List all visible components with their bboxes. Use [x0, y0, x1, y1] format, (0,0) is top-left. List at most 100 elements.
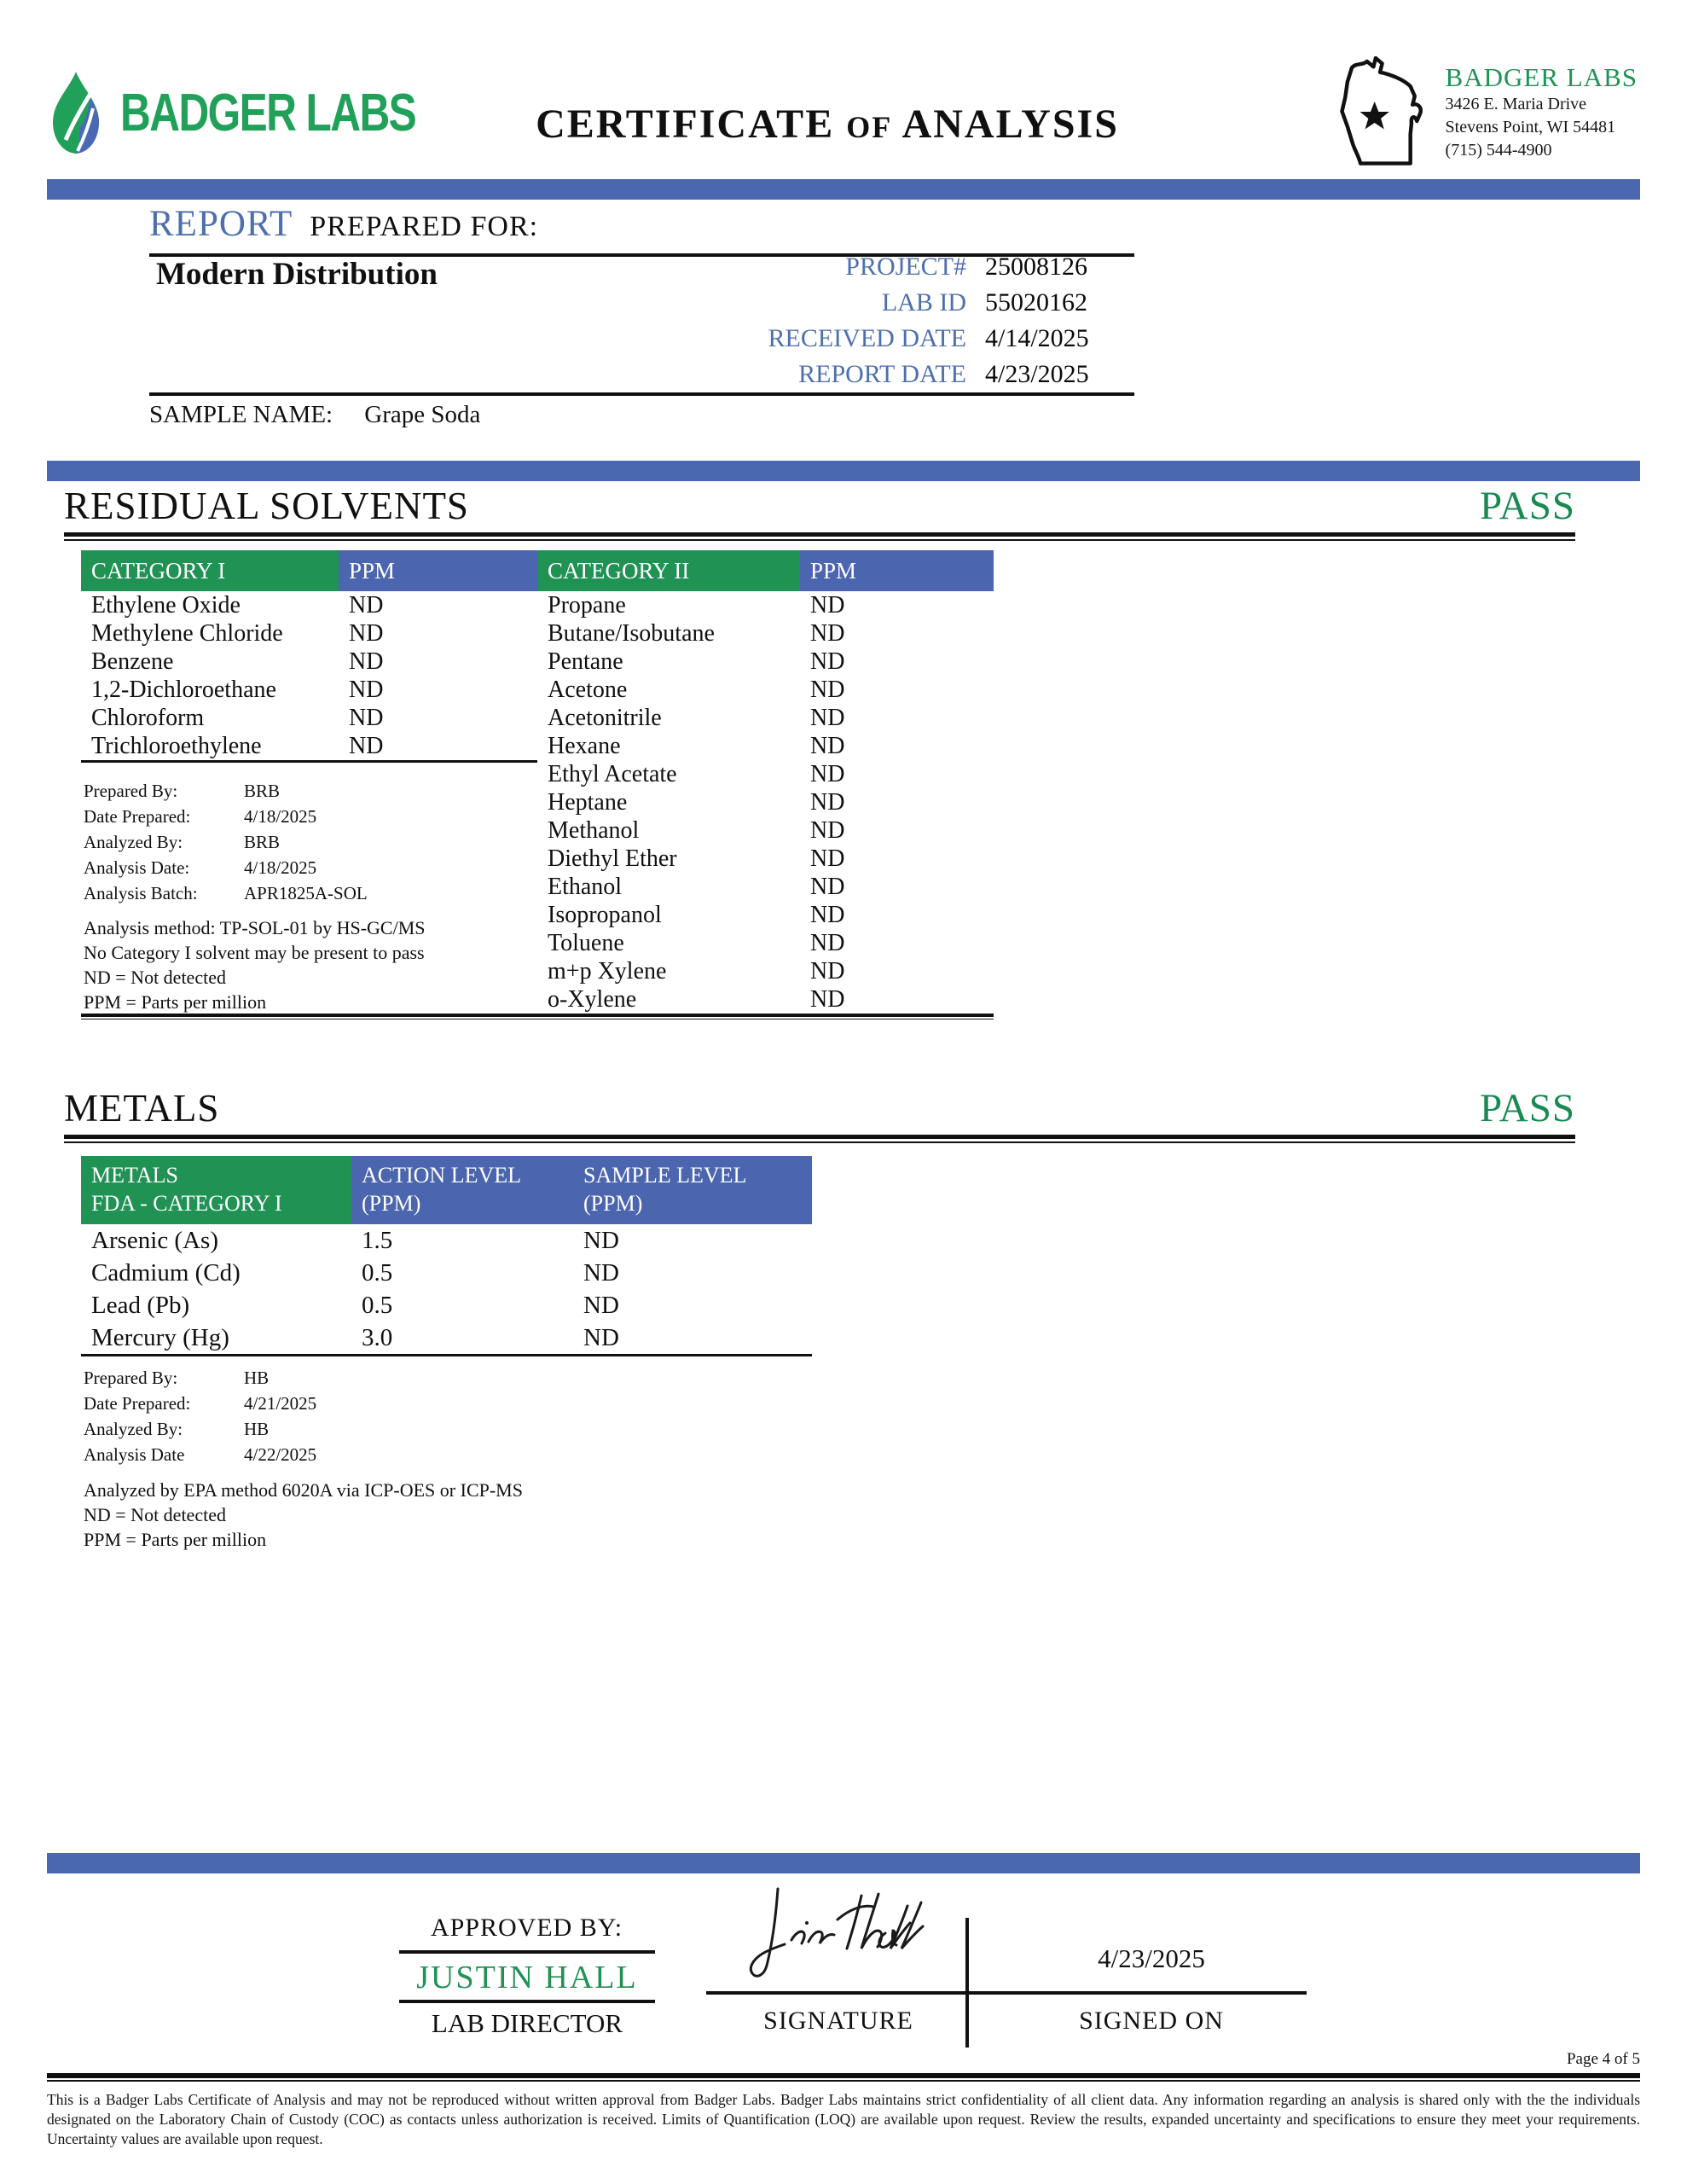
field-label: REPORT DATE [798, 360, 966, 388]
metal-sample-level: ND [583, 1324, 619, 1351]
solvent-ppm: ND [810, 677, 845, 703]
solvent-name: o-Xylene [548, 986, 637, 1013]
table-row: Ethylene Oxide ND [81, 591, 537, 619]
table-row: Acetonitrile ND [537, 704, 994, 732]
metal-action-level: 1.5 [362, 1227, 393, 1254]
column-header-line: (PPM) [583, 1191, 643, 1216]
column-header-ppm2: PPM [800, 550, 994, 591]
metal-sample-level: ND [583, 1227, 619, 1254]
solvent-name: Diethyl Ether [548, 845, 677, 872]
solvent-name: Trichloroethylene [91, 733, 262, 759]
prepared-label: Analyzed By: [84, 832, 183, 852]
prepared-line: Date Prepared: 4/18/2025 [84, 804, 368, 829]
prepared-value: BRB [244, 781, 281, 801]
solvents-table: CATEGORY I PPM CATEGORY II PPM Ethylene … [81, 550, 994, 1014]
page-number: Page 4 of 5 [1566, 2050, 1640, 2068]
prepared-label: Analysis Date [84, 1444, 185, 1465]
note-line: ND = Not detected [84, 967, 226, 988]
prepared-label: Analyzed By: [84, 1419, 183, 1439]
column-header-line: SAMPLE LEVEL [583, 1163, 747, 1188]
solvent-name: Ethyl Acetate [548, 761, 677, 787]
solvent-name: 1,2-Dichloroethane [91, 677, 276, 703]
prepared-value: APR1825A-SOL [244, 883, 368, 903]
solvent-ppm: ND [349, 677, 384, 703]
solvent-name: Ethylene Oxide [91, 592, 241, 619]
column-header-ppm1: PPM [339, 550, 537, 591]
field-row-labid: LAB ID 55020162 [631, 285, 1151, 321]
table-row: o-Xylene ND [537, 985, 994, 1014]
field-value: 55020162 [985, 288, 1087, 317]
page-title: CERTIFICATE OF ANALYSIS [478, 101, 1177, 148]
prepared-value: 4/18/2025 [244, 806, 317, 827]
solvent-ppm: ND [810, 845, 845, 872]
metals-table-header: METALS FDA - CATEGORY I ACTION LEVEL (PP… [81, 1156, 812, 1224]
prepared-value: HB [244, 1368, 270, 1388]
solvent-ppm: ND [810, 874, 845, 900]
table-row: Mercury (Hg) 3.0 ND [81, 1321, 812, 1354]
metals-rows: Arsenic (As) 1.5 ND Cadmium (Cd) 0.5 ND Lead… [81, 1224, 812, 1356]
column-header-line: METALS [91, 1163, 178, 1188]
table-row: Diethyl Ether ND [537, 845, 994, 873]
column-header-action-level: ACTION LEVEL (PPM) [351, 1156, 573, 1224]
solvent-ppm: ND [810, 930, 845, 956]
report-heading-rest: PREPARED FOR: [310, 211, 539, 242]
solvent-name: Butane/Isobutane [548, 620, 715, 647]
wisconsin-state-icon [1339, 55, 1423, 166]
note-line: ND = Not detected [84, 1504, 226, 1525]
column-header-category2: CATEGORY II [537, 550, 800, 591]
prepared-line: Analysis Batch: APR1825A-SOL [84, 880, 368, 906]
report-heading-accent: REPORT [149, 204, 293, 244]
solvent-ppm: ND [810, 705, 845, 731]
column-header-line: ACTION LEVEL [362, 1163, 522, 1188]
metal-sample-level: ND [583, 1292, 619, 1319]
prepared-line: Date Prepared: 4/21/2025 [84, 1391, 316, 1416]
solvents-table-bottom-rule [81, 1014, 994, 1019]
note-line: No Category I solvent may be present to … [84, 942, 425, 963]
table-row: m+p Xylene ND [537, 957, 994, 985]
solvents-category1-rows: Ethylene Oxide ND Methylene Chloride ND Be… [81, 591, 537, 763]
field-row-received: RECEIVED DATE 4/14/2025 [631, 321, 1151, 357]
table-row: Acetone ND [537, 676, 994, 704]
table-row: Ethyl Acetate ND [537, 760, 994, 788]
solvent-ppm: ND [349, 620, 384, 647]
solvent-ppm: ND [810, 817, 845, 844]
solvent-ppm: ND [349, 592, 384, 619]
signature-rule [706, 1991, 1307, 1995]
note-line: PPM = Parts per million [84, 1529, 267, 1550]
metals-table: METALS FDA - CATEGORY I ACTION LEVEL (PP… [81, 1156, 812, 1356]
solvent-name: Hexane [548, 733, 621, 759]
column-header-line: (PPM) [362, 1191, 421, 1216]
solvent-name: Ethanol [548, 874, 623, 900]
metal-action-level: 0.5 [362, 1292, 393, 1319]
metals-notes: Analyzed by EPA method 6020A via ICP-OES… [84, 1478, 523, 1552]
report-bottom-rule [149, 392, 1134, 396]
prepared-value: HB [244, 1419, 270, 1439]
solvents-table-header: CATEGORY I PPM CATEGORY II PPM [81, 550, 994, 591]
metal-name: Cadmium (Cd) [91, 1259, 241, 1287]
title-part2: ANALYSIS [901, 102, 1119, 147]
report-fields: PROJECT# 25008126 LAB ID 55020162 RECEIV… [631, 249, 1151, 392]
metal-name: Arsenic (As) [91, 1227, 218, 1254]
title-of: OF [846, 110, 893, 144]
field-row-reportdate: REPORT DATE 4/23/2025 [631, 357, 1151, 392]
logo-drop-icon [53, 72, 99, 154]
lab-address-line2: Stevens Point, WI 54481 [1445, 118, 1616, 136]
prepared-line: Analyzed By: HB [84, 1416, 316, 1442]
solvent-ppm: ND [810, 592, 845, 619]
solvent-ppm: ND [810, 789, 845, 816]
solvent-ppm: ND [349, 648, 384, 675]
table-row: Toluene ND [537, 929, 994, 957]
title-part1: CERTIFICATE [536, 102, 835, 147]
field-label: RECEIVED DATE [768, 324, 966, 352]
prepared-line: Prepared By: HB [84, 1365, 316, 1391]
field-label: PROJECT# [845, 253, 966, 281]
report-heading: REPORT PREPARED FOR: [149, 203, 1134, 257]
column-header-metals: METALS FDA - CATEGORY I [81, 1156, 351, 1224]
solvent-ppm: ND [810, 648, 845, 675]
signature-label: SIGNATURE [763, 2007, 913, 2035]
signature-divider [965, 1918, 969, 2048]
metals-section-title: METALS [64, 1087, 220, 1130]
solvents-title-rule [64, 532, 1575, 541]
solvent-name: Isopropanol [548, 902, 662, 928]
table-row: Hexane ND [537, 732, 994, 760]
